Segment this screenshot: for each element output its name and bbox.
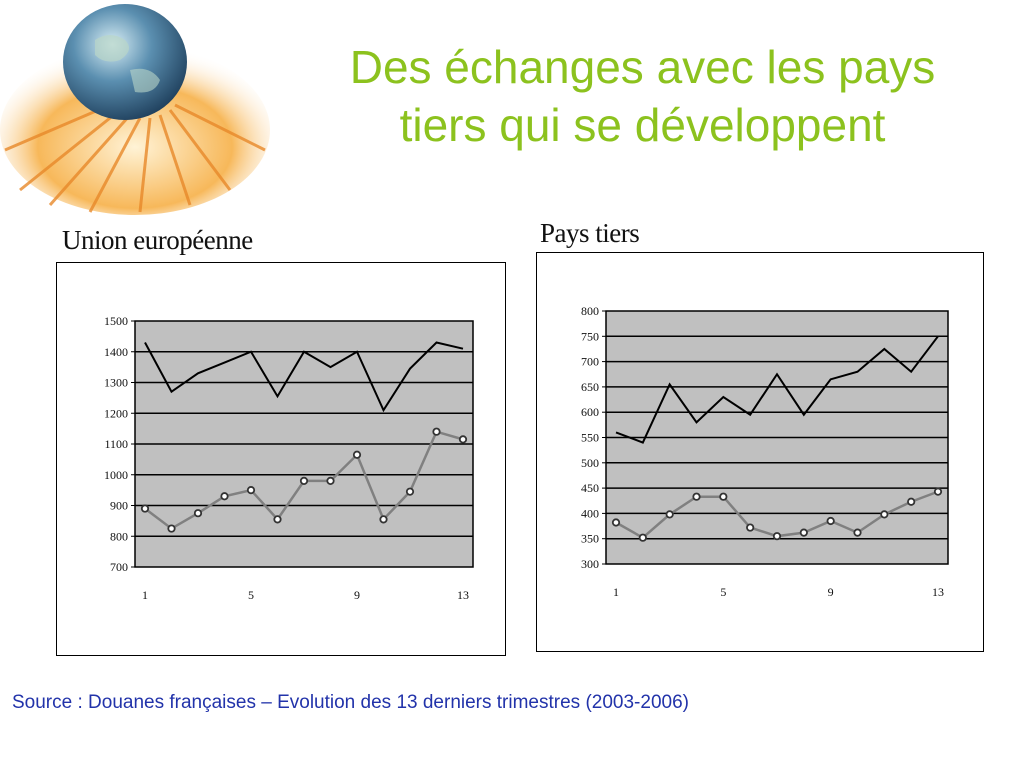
ue-y-tick-label: 1000 [104, 468, 128, 482]
pt-y-tick-label: 450 [581, 481, 599, 495]
slide-title-line-2: tiers qui se développent [399, 99, 886, 151]
pt-y-tick-label: 400 [581, 506, 599, 520]
ue-y-tick-label: 800 [110, 529, 128, 543]
ue-y-tick-label: 1200 [104, 406, 128, 420]
pt-series-2-point [746, 523, 755, 532]
ue-y-tick-label: 900 [110, 499, 128, 513]
pt-y-tick-label: 300 [581, 557, 599, 571]
ue-series-2-point [352, 450, 362, 459]
line-chart-pays-tiers: 300 350 400 450 500 550 600 650 700 750 800 1 5 9 13 [581, 304, 949, 599]
pt-x-tick-label: 1 [613, 585, 619, 599]
ue-x-tick-label: 9 [354, 588, 360, 602]
pt-x-tick-label: 13 [932, 585, 944, 599]
pt-series-2-point [907, 497, 916, 506]
slide-title-line-1: Des échanges avec les pays [349, 41, 936, 93]
pt-series-2-point [638, 533, 647, 542]
slide-title: Des échanges avec les pays tiers qui se … [275, 38, 1010, 154]
pt-series-2-point [692, 492, 701, 501]
pt-y-tick-label: 650 [581, 380, 599, 394]
pt-y-tick-label: 500 [581, 456, 599, 470]
pt-y-tick-label: 550 [581, 431, 599, 445]
ue-series-1-line [144, 341, 464, 413]
ue-series-2-point [167, 524, 176, 533]
pt-series-2-point [853, 528, 862, 537]
chart-panel-pays-tiers: 300 350 400 450 500 550 600 650 700 750 800 1 5 9 13 [536, 252, 984, 652]
pt-y-tick-label: 700 [581, 355, 599, 369]
pt-series-2-point [719, 492, 728, 501]
line-chart-ue: 700 800 900 1000 1100 1200 1300 1400 1500 1 5 9 13 [104, 314, 474, 602]
chart-panel-ue: 700 800 900 1000 1100 1200 1300 1400 1500 1 5 9 13 [56, 262, 506, 656]
ue-x-tick-label: 5 [248, 588, 254, 602]
ue-series-2-point [246, 486, 256, 495]
ue-y-tick-label: 700 [110, 560, 128, 574]
pt-series-2-point [665, 510, 674, 519]
pt-series-2-point [880, 510, 889, 519]
pt-series-2-point [826, 516, 835, 526]
ue-series-2-point [432, 427, 441, 436]
pt-x-tick-label: 5 [720, 585, 726, 599]
pt-series-1-line [615, 335, 939, 444]
pt-series-2-point [933, 487, 943, 496]
ue-y-tick-label: 1100 [104, 437, 128, 451]
ue-series-2-point [326, 476, 335, 485]
source-note: Source : Douanes françaises – Evolution … [12, 692, 689, 713]
ue-series-2-point [193, 509, 203, 518]
pt-y-tick-label: 600 [581, 405, 599, 419]
pt-series-2-point [611, 518, 621, 527]
ue-x-tick-label: 13 [457, 588, 469, 602]
chart-title-pays-tiers: Pays tiers [540, 218, 640, 248]
pt-series-2-point [799, 528, 808, 537]
ue-x-tick-label: 1 [142, 588, 148, 602]
ue-series-2-point [379, 515, 388, 524]
ue-y-tick-label: 1300 [104, 376, 128, 390]
ue-series-2-point [273, 515, 282, 524]
ue-series-2-point [140, 504, 150, 513]
pt-x-tick-label: 9 [828, 585, 834, 599]
chart-title-ue: Union européenne [62, 225, 253, 255]
ue-series-2-point [220, 492, 229, 501]
pt-y-tick-label: 750 [581, 329, 599, 343]
pt-series-2-point [772, 532, 782, 541]
pt-y-tick-label: 800 [581, 304, 599, 318]
pt-y-tick-label: 350 [581, 532, 599, 546]
ue-series-2-point [299, 476, 309, 485]
ue-series-2-point [458, 435, 468, 444]
ue-series-2-point [405, 487, 415, 496]
ue-y-tick-label: 1500 [104, 314, 128, 328]
globe-logo [0, 4, 270, 215]
ue-y-tick-label: 1400 [104, 345, 128, 359]
